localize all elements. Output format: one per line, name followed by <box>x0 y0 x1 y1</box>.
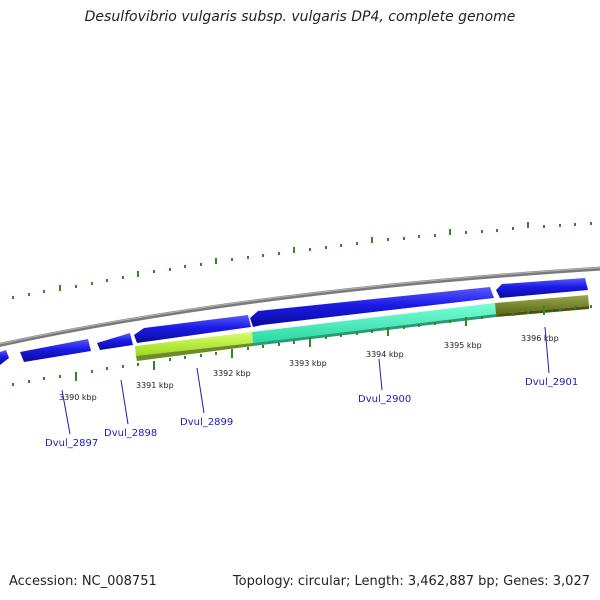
gene-label[interactable]: Dvul_2900 <box>358 394 411 405</box>
scale-label: 3393 kbp <box>289 359 327 368</box>
scale-label: 3392 kbp <box>213 369 251 378</box>
cds-arrow[interactable] <box>20 339 91 362</box>
scale-label: 3391 kbp <box>136 381 174 390</box>
page-title: Desulfovibrio vulgaris subsp. vulgaris D… <box>84 9 516 25</box>
inner-tick-band <box>12 305 592 386</box>
feature-block[interactable] <box>135 332 253 356</box>
gene-leader-lines <box>61 326 550 435</box>
scale-labels: 3390 kbp 3391 kbp 3392 kbp 3393 kbp 3394… <box>59 334 559 402</box>
accession-text: Accession: NC_008751 <box>9 574 157 589</box>
cds-track <box>0 278 588 365</box>
feature-block[interactable] <box>495 295 589 314</box>
gene-labels: Dvul_2897 Dvul_2898 Dvul_2899 Dvul_2900 … <box>45 377 578 449</box>
gene-label[interactable]: Dvul_2898 <box>104 428 157 439</box>
genome-backbone <box>0 266 600 347</box>
cds-arrow[interactable] <box>97 333 133 350</box>
feature-block[interactable] <box>252 303 496 343</box>
scale-label: 3394 kbp <box>366 350 404 359</box>
outer-tick-band <box>12 222 592 299</box>
scale-label: 3396 kbp <box>521 334 559 343</box>
cds-arrow[interactable] <box>134 315 251 343</box>
genome-summary-text: Topology: circular; Length: 3,462,887 bp… <box>232 574 590 589</box>
cds-arrow[interactable] <box>250 287 494 327</box>
gene-label[interactable]: Dvul_2897 <box>45 438 98 449</box>
gene-label[interactable]: Dvul_2901 <box>525 377 578 388</box>
scale-label: 3395 kbp <box>444 341 482 350</box>
cds-arrow[interactable] <box>496 278 588 298</box>
gene-label[interactable]: Dvul_2899 <box>180 417 233 428</box>
cds-arrow[interactable] <box>0 350 9 365</box>
scale-label: 3390 kbp <box>59 393 97 402</box>
